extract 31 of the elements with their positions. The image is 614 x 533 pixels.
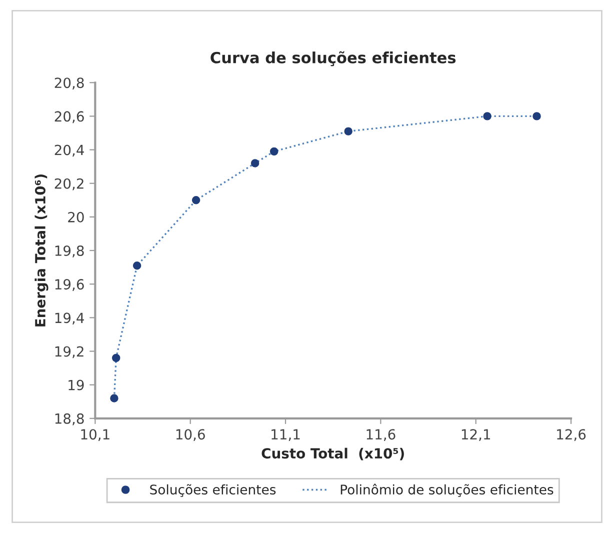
y-tick-label: 19,2 — [55, 346, 84, 358]
y-tick-label: 19,4 — [55, 312, 84, 325]
point — [112, 354, 120, 362]
x-axis-title: Custo Total (x10⁵) — [262, 448, 404, 460]
point — [192, 196, 200, 204]
x-tick-label: 12,1 — [462, 429, 490, 441]
point — [270, 147, 278, 156]
y-tick-label: 20,4 — [54, 144, 84, 157]
y-tick-label: 20,6 — [54, 111, 84, 124]
y-tick-label: 19,6 — [55, 279, 84, 291]
y-tick-label: 19 — [68, 380, 84, 390]
y-tick-label: 20 — [68, 212, 84, 222]
point — [483, 112, 492, 120]
x-tick-label: 11,1 — [272, 429, 300, 441]
x-tick-label: 10,6 — [176, 429, 205, 441]
x-tick-label: 10,1 — [81, 429, 110, 441]
x-tick-label: 11,6 — [366, 429, 396, 441]
x-tick-label: 12,6 — [557, 429, 586, 441]
point — [532, 112, 541, 120]
y-tick-label: 19,8 — [55, 245, 84, 258]
legend-label: Polinômio de soluções eficientes — [340, 484, 554, 497]
chart-title: Curva de soluções eficientes — [210, 51, 456, 66]
point — [344, 127, 352, 136]
y-axis-title: Energia Total (x10⁶) — [34, 174, 48, 326]
point — [250, 159, 260, 168]
point — [110, 394, 118, 402]
legend-label: Soluções eficientes — [150, 484, 276, 497]
y-tick-label: 20,2 — [54, 178, 84, 190]
y-tick-label: 20,8 — [54, 78, 84, 90]
y-tick-label: 18,8 — [55, 413, 84, 426]
point — [132, 262, 142, 270]
